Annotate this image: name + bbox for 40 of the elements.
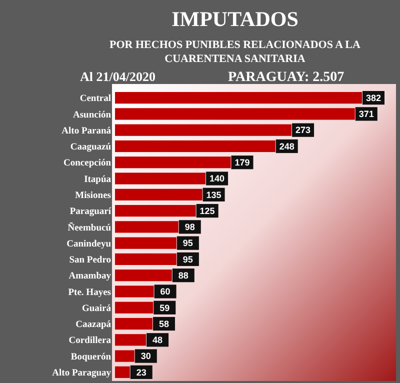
- data-label: 179: [234, 158, 250, 168]
- y-tick-label: Caazapá: [76, 320, 112, 330]
- data-label: 30: [140, 351, 151, 362]
- data-label: 88: [178, 270, 188, 280]
- chart-subtitle: POR HECHOS PUNIBLES RELACIONADOS A LA CUARENTENA SANITARIA: [110, 39, 361, 65]
- y-tick-label: Ñeembucú: [68, 221, 112, 234]
- data-label: 140: [210, 174, 225, 184]
- data-label: 125: [200, 206, 215, 216]
- data-label: 95: [182, 238, 193, 248]
- y-tick-label: Misiones: [75, 190, 112, 201]
- y-tick-label: Amambay: [68, 272, 112, 282]
- y-tick-label: Itapúa: [84, 174, 112, 185]
- y-tick-label: Cordillera: [68, 336, 112, 346]
- y-tick-label: Caaguazú: [70, 142, 112, 153]
- annotation: PARAGUAY: 2.507: [228, 70, 344, 85]
- y-tick-label: Asunción: [72, 110, 112, 120]
- y-tick-label: Central: [80, 94, 112, 104]
- y-tick-label: Guairá: [82, 304, 112, 314]
- data-label: 95: [182, 254, 193, 264]
- y-tick-label: Concepción: [64, 158, 112, 169]
- data-label: 23: [136, 367, 146, 378]
- data-label: 382: [366, 92, 382, 103]
- chart-title: IMPUTADOS: [172, 7, 298, 31]
- data-label: 48: [152, 335, 163, 346]
- data-label: 273: [296, 125, 311, 136]
- y-tick-label: Boquerón: [70, 352, 112, 362]
- data-label: 59: [160, 302, 170, 313]
- data-label: 135: [206, 190, 222, 200]
- data-label: 58: [158, 318, 170, 329]
- y-tick-label: Pte. Hayes: [68, 288, 112, 298]
- annotation: Al 21/04/2020: [80, 69, 156, 84]
- data-label: 248: [279, 141, 294, 152]
- y-tick-label: Alto Paraguay: [52, 368, 112, 379]
- y-tick-label: Canindeyu: [66, 239, 112, 250]
- y-tick-label: San Pedro: [69, 256, 112, 266]
- y-tick-label: Alto Paraná: [62, 126, 112, 136]
- data-label: 60: [160, 286, 170, 297]
- data-label: 98: [184, 222, 195, 232]
- data-label: 371: [358, 109, 374, 120]
- y-tick-label: Paraguarí: [70, 207, 112, 218]
